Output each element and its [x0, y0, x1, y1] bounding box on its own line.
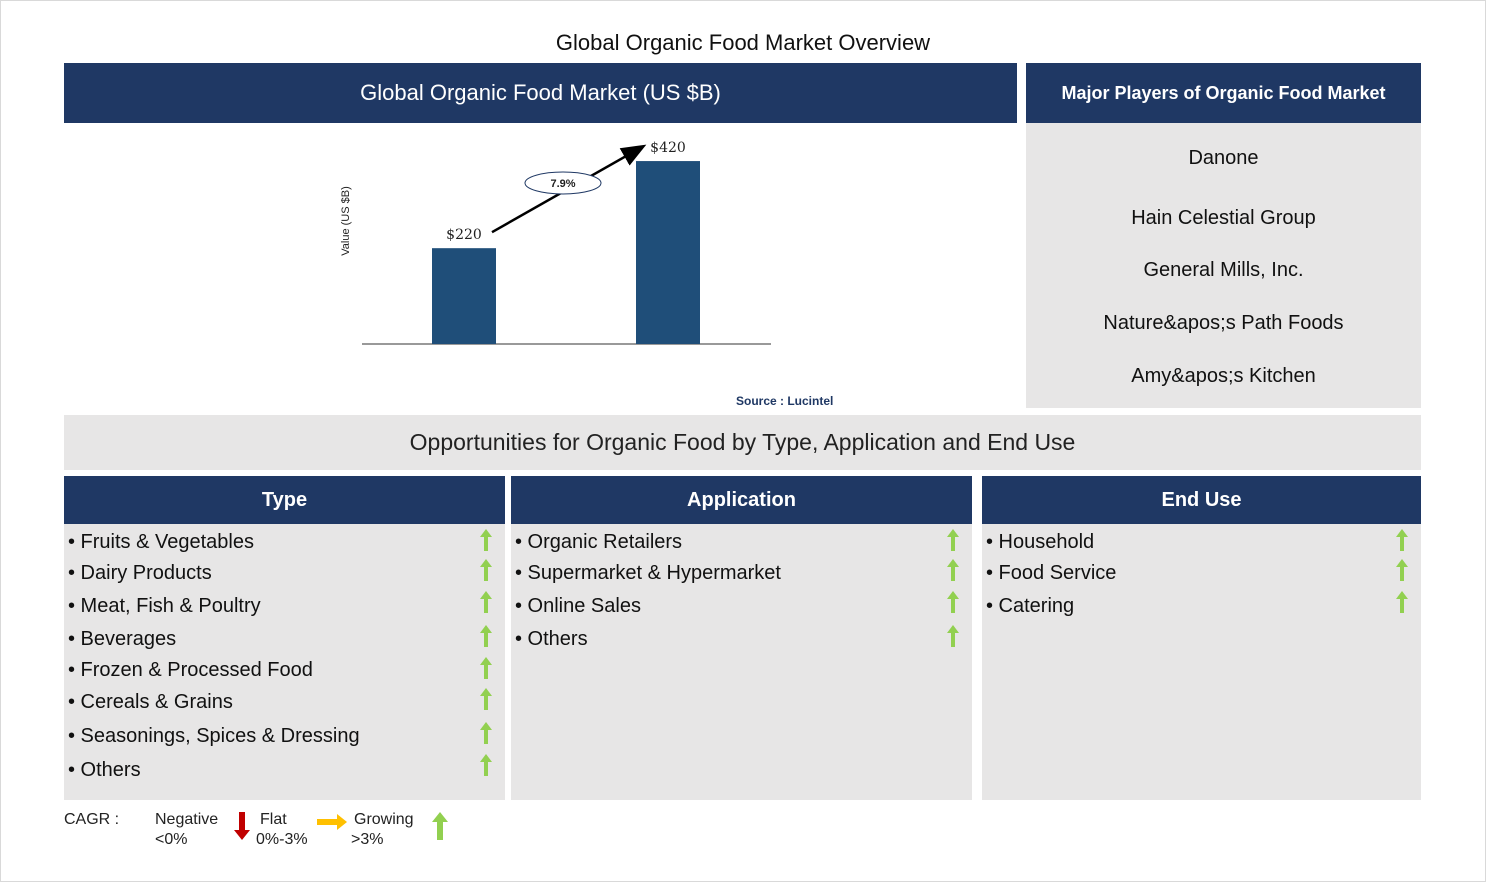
growing-arrow-icon	[1396, 591, 1408, 613]
end-use-column-header: End Use	[982, 476, 1421, 524]
list-item: • Meat, Fish & Poultry	[68, 595, 261, 617]
data-label: $220	[446, 227, 482, 243]
application-column: • Organic Retailers • Supermarket & Hype…	[511, 524, 972, 800]
legend-negative-range: <0%	[155, 831, 188, 848]
market-chart-header: Global Organic Food Market (US $B)	[64, 63, 1017, 123]
list-item: • Dairy Products	[68, 562, 212, 584]
players-list: Danone Hain Celestial Group General Mill…	[1026, 123, 1421, 408]
type-column-header: Type	[64, 476, 505, 524]
growing-arrow-icon	[432, 812, 448, 840]
growing-arrow-icon	[480, 754, 492, 776]
flat-arrow-icon	[317, 814, 347, 830]
legend-cagr-label: CAGR :	[64, 811, 120, 828]
legend-flat-label: Flat	[260, 811, 287, 828]
growing-arrow-icon	[480, 529, 492, 551]
list-item: • Catering	[986, 595, 1075, 617]
growing-arrow-icon	[480, 559, 492, 581]
market-bar-chart: Value (US $B) $2202026$4202035 7.9%	[340, 140, 771, 345]
list-item: • Frozen & Processed Food	[68, 659, 313, 681]
list-item: • Organic Retailers	[515, 531, 683, 553]
players-header: Major Players of Organic Food Market	[1026, 63, 1421, 123]
source-note: Source : Lucintel	[736, 394, 834, 408]
list-item: • Fruits & Vegetables	[68, 531, 254, 553]
player-item: Hain Celestial Group	[1131, 207, 1316, 229]
list-item: • Others	[515, 628, 588, 650]
growing-arrow-icon	[947, 591, 959, 613]
list-item: • Online Sales	[515, 595, 641, 617]
growing-arrow-icon	[480, 625, 492, 647]
opportunities-title: Opportunities for Organic Food by Type, …	[64, 415, 1421, 470]
type-column: • Fruits & Vegetables • Dairy Products •…	[64, 524, 505, 800]
growing-arrow-icon	[1396, 559, 1408, 581]
bar-2026	[432, 248, 496, 344]
player-item: Amy&apos;s Kitchen	[1131, 365, 1316, 387]
growing-arrow-icon	[947, 559, 959, 581]
legend-flat-range: 0%-3%	[256, 831, 308, 848]
page-title: Global Organic Food Market Overview	[555, 30, 931, 55]
legend-growing-range: >3%	[351, 831, 384, 848]
growing-arrow-icon	[480, 722, 492, 744]
list-item: • Food Service	[986, 562, 1117, 584]
y-axis-label: Value (US $B)	[340, 186, 352, 256]
growing-arrow-icon	[947, 529, 959, 551]
legend-negative-label: Negative	[155, 811, 219, 828]
list-item: • Others	[68, 759, 141, 781]
player-item: General Mills, Inc.	[1143, 259, 1304, 281]
player-item: Danone	[1188, 147, 1259, 169]
legend-growing-label: Growing	[354, 811, 414, 828]
list-item: • Household	[986, 531, 1095, 553]
bar-2035	[636, 161, 700, 344]
growing-arrow-icon	[480, 688, 492, 710]
list-item: • Beverages	[68, 628, 177, 650]
list-item: • Seasonings, Spices & Dressing	[68, 725, 360, 747]
growing-arrow-icon	[480, 657, 492, 679]
list-item: • Cereals & Grains	[68, 691, 233, 713]
growing-arrow-icon	[1396, 529, 1408, 551]
negative-arrow-icon	[234, 812, 250, 840]
growing-arrow-icon	[947, 625, 959, 647]
cagr-label: 7.9%	[550, 178, 575, 190]
application-column-header: Application	[511, 476, 972, 524]
list-item: • Supermarket & Hypermarket	[515, 562, 781, 584]
data-label: $420	[650, 140, 686, 156]
growing-arrow-icon	[480, 591, 492, 613]
end-use-column: • Household • Food Service • Catering	[982, 524, 1421, 800]
player-item: Nature&apos;s Path Foods	[1103, 312, 1344, 334]
cagr-ellipse	[524, 171, 602, 195]
